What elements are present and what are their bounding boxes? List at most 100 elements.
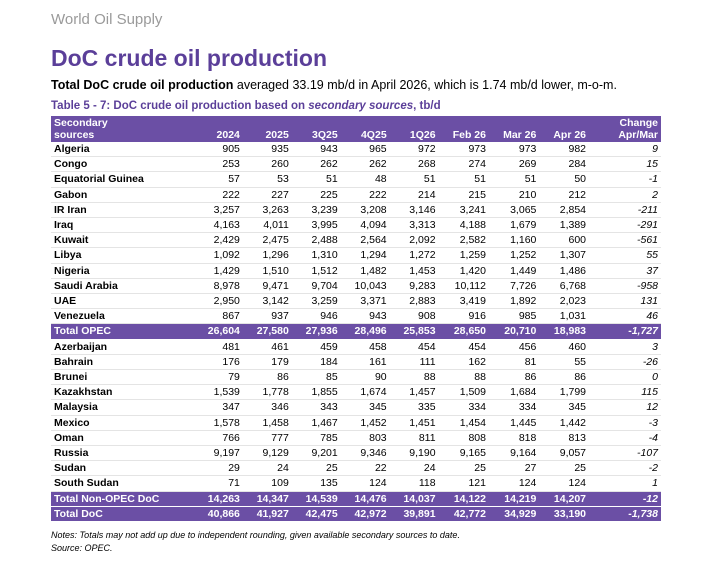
cell: 86: [539, 369, 590, 386]
column-header: 2025: [242, 116, 292, 142]
cell: 14,122: [438, 491, 489, 507]
cell: 1,684: [488, 384, 540, 401]
row-label: Total Non-OPEC DoC: [51, 491, 194, 507]
cell: 1,031: [539, 308, 590, 325]
cell: -1,738: [589, 506, 661, 523]
cell: 222: [340, 187, 390, 203]
cell: 2,883: [389, 293, 439, 310]
cell: 346: [242, 399, 292, 416]
cell: 210: [488, 187, 540, 203]
caption-italic: secondary sources: [308, 100, 414, 112]
cell: 1,272: [389, 247, 439, 264]
cell: 176: [193, 354, 243, 371]
cell: 86: [488, 369, 540, 386]
cell: 42,772: [438, 506, 489, 523]
cell: 334: [438, 399, 489, 416]
cell: 935: [242, 142, 292, 158]
cell: -4: [589, 430, 661, 447]
cell: 27: [488, 460, 540, 477]
cell: 3,371: [340, 293, 390, 310]
cell: 109: [242, 475, 292, 492]
cell: 222: [193, 187, 243, 203]
cell: -3: [589, 415, 661, 431]
data-row: Saudi Arabia 8,978 9,471 9,704 10,043 9,283 10…: [51, 278, 661, 295]
data-row: Russia 9,197 9,129 9,201 9,346 9,190 9,165 9,16…: [51, 445, 661, 462]
data-row: Kuwait 2,429 2,475 2,488 2,564 2,092 2,582 1,16…: [51, 232, 661, 249]
header-text: Mar 26: [503, 129, 537, 141]
cell: 14,219: [488, 491, 540, 507]
cell: 10,043: [340, 278, 390, 295]
row-label: Nigeria: [51, 263, 194, 279]
cell: 460: [539, 339, 590, 355]
summary-bold: Total DoC crude oil production: [51, 78, 234, 92]
cell: 1,578: [193, 415, 243, 431]
header-text: 1Q26: [409, 129, 436, 141]
cell: 20,710: [488, 323, 540, 340]
row-label: Mexico: [51, 415, 194, 431]
cell: 4,094: [340, 217, 390, 234]
cell: 1,389: [539, 217, 590, 234]
cell: 215: [438, 187, 489, 203]
cell: 1,160: [488, 232, 540, 249]
cell: 9,057: [539, 445, 590, 462]
header-text: Apr 26: [553, 129, 587, 141]
column-header: 4Q25: [340, 116, 390, 142]
cell: 2,475: [242, 232, 292, 249]
cell: 1,539: [193, 384, 243, 401]
cell: 37: [589, 263, 661, 279]
cell: 214: [389, 187, 439, 203]
cell: 1,509: [438, 384, 489, 401]
data-row: Kazakhstan 1,539 1,778 1,855 1,674 1,457 1,509…: [51, 384, 661, 401]
cell: 4,163: [193, 217, 243, 234]
cell: 461: [242, 339, 292, 355]
cell: 481: [193, 339, 243, 355]
data-row: Iraq 4,163 4,011 3,995 4,094 3,313 4,188 1,679 1…: [51, 217, 661, 234]
cell: 345: [340, 399, 390, 416]
cell: 27,936: [291, 323, 341, 340]
notes: Notes: Totals may not add up due to inde…: [51, 530, 460, 540]
cell: 40,866: [193, 506, 243, 523]
cell: -26: [589, 354, 661, 371]
column-header: Mar 26: [488, 116, 540, 142]
cell: 51: [291, 171, 341, 188]
cell: 345: [539, 399, 590, 416]
cell: 121: [438, 475, 489, 492]
cell: 124: [539, 475, 590, 492]
source: Source: OPEC.: [51, 543, 113, 553]
cell: 179: [242, 354, 292, 371]
cell: 260: [242, 156, 292, 173]
cell: 1,252: [488, 247, 540, 264]
row-label: Kazakhstan: [51, 384, 194, 401]
section-label: World Oil Supply: [51, 11, 163, 28]
cell: 25: [291, 460, 341, 477]
row-label: Sudan: [51, 460, 194, 477]
row-label: UAE: [51, 293, 194, 310]
cell: 600: [539, 232, 590, 249]
cell: 458: [340, 339, 390, 355]
caption-text: , tb/d: [413, 100, 441, 112]
data-row: Brunei 79 86 85 90 88 88 86 86 0: [51, 369, 661, 386]
cell: 1,855: [291, 384, 341, 401]
cell: 2,582: [438, 232, 489, 249]
data-row: UAE 2,950 3,142 3,259 3,371 2,883 3,419 1,892 2,…: [51, 293, 661, 310]
cell: 1,892: [488, 293, 540, 310]
cell: 9,704: [291, 278, 341, 295]
cell: 41,927: [242, 506, 292, 523]
cell: 818: [488, 430, 540, 447]
cell: 42,972: [340, 506, 390, 523]
row-label: Bahrain: [51, 354, 194, 371]
cell: 335: [389, 399, 439, 416]
cell: 42,475: [291, 506, 341, 523]
cell: 24: [242, 460, 292, 477]
data-row: Nigeria 1,429 1,510 1,512 1,482 1,453 1,420 1,4…: [51, 263, 661, 279]
cell: 1,512: [291, 263, 341, 279]
cell: 803: [340, 430, 390, 447]
cell: 39,891: [389, 506, 439, 523]
cell: 9,164: [488, 445, 540, 462]
cell: -2: [589, 460, 661, 477]
cell: 916: [438, 308, 489, 325]
row-label: Congo: [51, 156, 194, 173]
cell: 1,445: [488, 415, 540, 431]
cell: 161: [340, 354, 390, 371]
cell: 9,283: [389, 278, 439, 295]
